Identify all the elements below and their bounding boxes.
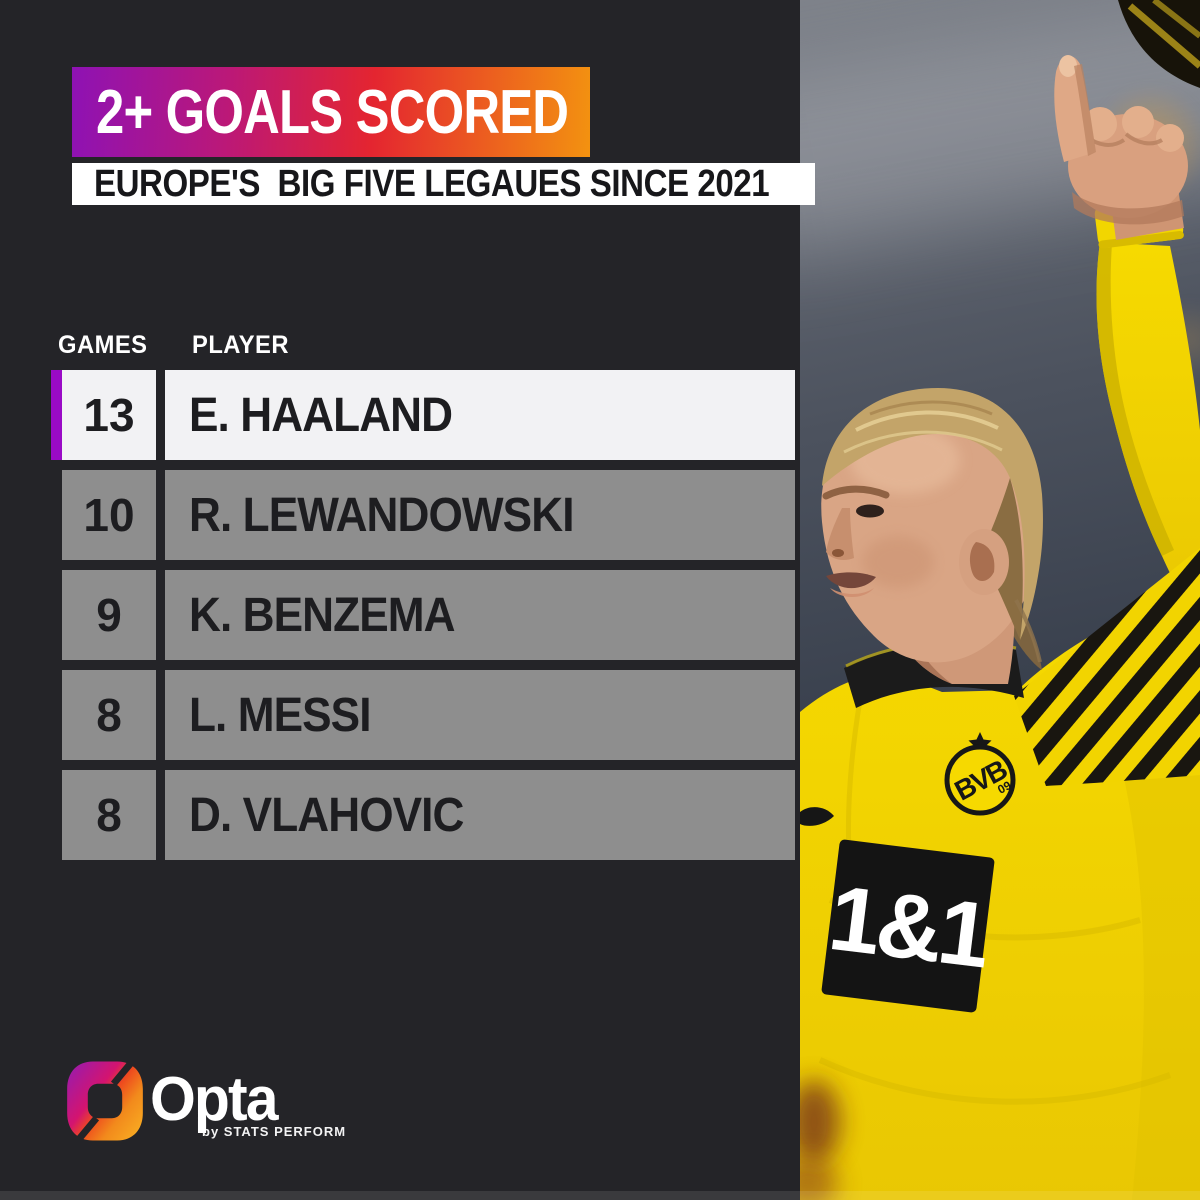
table-column-headers: GAMES PLAYER — [58, 331, 798, 359]
highlight-stripe — [51, 470, 62, 560]
sponsor-text: 1&1 — [824, 867, 994, 988]
opta-logo-icon — [67, 1060, 143, 1142]
page-title: 2+ GOALS SCORED — [96, 77, 569, 147]
table-row: 10 R. LEWANDOWSKI — [51, 470, 795, 560]
player-name: K. BENZEMA — [189, 588, 455, 642]
crest-number: 09 — [995, 778, 1014, 797]
pointing-hand — [1054, 55, 1188, 240]
bottom-strip — [0, 1191, 1200, 1200]
table-row: 13 E. HAALAND — [51, 370, 795, 460]
games-cell: 8 — [62, 670, 156, 760]
highlight-stripe — [51, 770, 62, 860]
player-figure: BVB 09 1&1 — [800, 0, 1200, 1200]
opta-wordmark: Opta — [150, 1065, 278, 1134]
games-cell: 13 — [62, 370, 156, 460]
table-row: 8 D. VLAHOVIC — [51, 770, 795, 860]
nose — [826, 508, 854, 560]
table-row: 8 L. MESSI — [51, 670, 795, 760]
games-cell: 10 — [62, 470, 156, 560]
column-header-games: GAMES — [58, 331, 148, 359]
player-photo: BVB 09 1&1 — [800, 0, 1200, 1200]
subtitle-bar: EUROPE'S BIG FIVE LEGAUES SINCE 2021 — [72, 163, 815, 205]
highlight-stripe — [51, 570, 62, 660]
highlight-stripe — [51, 670, 62, 760]
sponsor-patch: 1&1 — [821, 839, 995, 1013]
player-cell: R. LEWANDOWSKI — [165, 470, 795, 560]
player-name: D. VLAHOVIC — [189, 788, 464, 842]
table-row: 9 K. BENZEMA — [51, 570, 795, 660]
opta-tagline: by STATS PERFORM — [202, 1124, 347, 1139]
column-header-player: PLAYER — [192, 331, 290, 359]
games-cell: 8 — [62, 770, 156, 860]
corner-shadow — [1118, 0, 1200, 88]
eyebrow — [822, 485, 890, 500]
arm-sleeve — [1096, 242, 1200, 628]
club-crest — [944, 744, 1016, 816]
player-cell: L. MESSI — [165, 670, 795, 760]
title-banner: 2+ GOALS SCORED — [72, 67, 590, 157]
shoulder-stripes — [1014, 548, 1200, 786]
page-subtitle: EUROPE'S BIG FIVE LEGAUES SINCE 2021 — [94, 162, 770, 205]
player-name: L. MESSI — [189, 688, 371, 742]
mouth — [826, 572, 876, 589]
player-cell: K. BENZEMA — [165, 570, 795, 660]
highlight-stripe — [51, 370, 62, 460]
eye — [856, 504, 884, 518]
player-name: R. LEWANDOWSKI — [189, 488, 574, 542]
player-name: E. HAALAND — [189, 388, 453, 442]
player-cell: D. VLAHOVIC — [165, 770, 795, 860]
player-cell: E. HAALAND — [165, 370, 795, 460]
puma-logo — [800, 807, 834, 826]
games-cell: 9 — [62, 570, 156, 660]
ranking-table: 13 E. HAALAND 10 R. LEWANDOWSKI 9 K. BENZEMA 8… — [51, 370, 795, 870]
